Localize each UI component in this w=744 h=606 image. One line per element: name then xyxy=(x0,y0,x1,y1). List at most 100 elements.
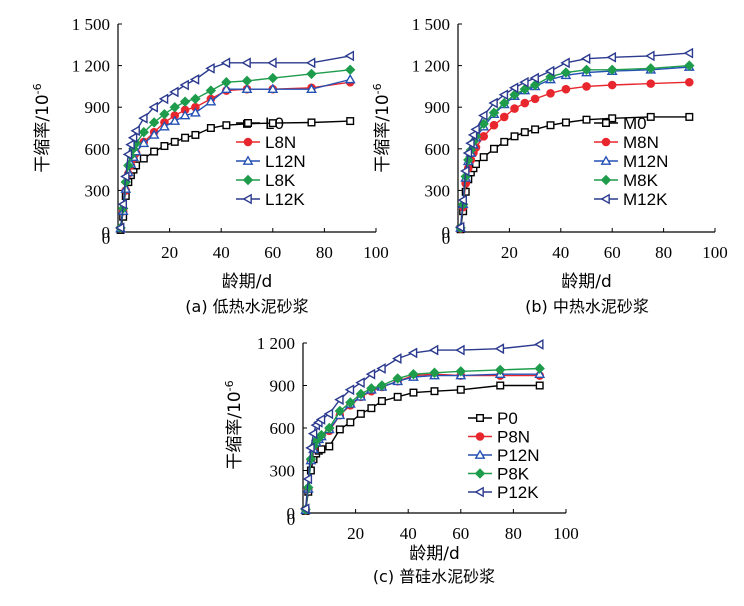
data-point xyxy=(546,121,555,130)
data-point xyxy=(365,368,376,380)
data-point xyxy=(496,381,505,390)
legend-item: M0 xyxy=(594,114,647,133)
chart-panel-c: 0 300 600 900 1 200 0 20 40 60 80 100 龄期/d 干缩率/10-6 P… xyxy=(223,334,579,586)
data-point xyxy=(307,118,316,127)
data-point xyxy=(169,115,181,125)
data-point xyxy=(300,503,310,515)
x-tick-label: 100 xyxy=(702,243,728,262)
data-point xyxy=(534,363,545,374)
data-point xyxy=(130,125,140,137)
data-point xyxy=(122,148,133,160)
data-point xyxy=(345,397,356,408)
legend-label: M0 xyxy=(623,114,647,133)
data-point xyxy=(344,384,355,396)
data-point xyxy=(582,115,591,124)
data-point xyxy=(529,72,539,84)
data-point xyxy=(267,57,277,69)
legend-item: P0 xyxy=(468,409,518,428)
y-axis-label-group: 干缩率/10-6 xyxy=(371,83,393,172)
data-point xyxy=(346,117,355,126)
y-tick-label: 600 xyxy=(85,140,111,159)
data-point xyxy=(457,194,467,206)
data-point xyxy=(685,112,694,121)
data-point xyxy=(117,198,128,210)
legend-label: M8K xyxy=(623,171,659,190)
data-point xyxy=(267,72,278,84)
data-point xyxy=(488,107,500,118)
data-point xyxy=(494,343,505,355)
x-tick-label: 40 xyxy=(213,243,230,262)
data-point xyxy=(645,63,656,74)
data-point xyxy=(179,79,189,91)
data-point xyxy=(302,473,313,485)
data-point xyxy=(127,132,138,144)
y-tick-label: 900 xyxy=(425,98,451,117)
data-point xyxy=(455,344,465,356)
data-point xyxy=(489,144,498,153)
y-tick-label: 300 xyxy=(270,462,296,481)
legend-label: L8K xyxy=(265,171,296,190)
data-point xyxy=(508,82,519,94)
series-L12K xyxy=(114,50,355,234)
data-point xyxy=(560,57,570,69)
data-point xyxy=(241,57,251,69)
data-point xyxy=(306,83,317,94)
data-point xyxy=(148,117,160,128)
data-point xyxy=(344,50,355,62)
y-axis-label-exponent: -6 xyxy=(223,380,236,391)
legend-item: P12K xyxy=(468,483,539,502)
legend-label: P12N xyxy=(497,446,540,465)
data-point xyxy=(456,385,465,394)
legend-marker xyxy=(474,468,486,479)
data-point xyxy=(489,120,499,130)
data-point xyxy=(148,129,160,139)
x-tick-label: 20 xyxy=(501,243,518,262)
y-tick-label: 300 xyxy=(85,181,111,200)
y-tick-label: 900 xyxy=(85,98,111,117)
legend-label: L8N xyxy=(265,133,296,152)
data-point xyxy=(344,73,356,84)
x-tick-label: 60 xyxy=(604,243,621,262)
data-point xyxy=(148,101,158,113)
panel-caption: (a) 低热水泥砂浆 xyxy=(185,297,308,316)
data-point xyxy=(345,64,356,75)
data-point xyxy=(220,83,232,94)
x-tick-label: 40 xyxy=(552,243,569,262)
data-point xyxy=(325,442,334,451)
legend-marker xyxy=(242,193,252,205)
x-tick-label: 80 xyxy=(655,243,672,262)
legend-marker xyxy=(600,193,610,205)
data-point xyxy=(222,121,231,130)
data-point xyxy=(307,428,318,440)
data-point xyxy=(561,118,570,127)
data-point xyxy=(479,132,489,141)
data-point xyxy=(179,109,191,120)
data-point xyxy=(334,394,344,406)
x-tick-label: 100 xyxy=(553,524,579,543)
data-point xyxy=(534,339,544,350)
legend-marker xyxy=(243,137,253,147)
data-point xyxy=(138,126,149,138)
data-point xyxy=(355,388,367,400)
y-tick-label: 600 xyxy=(425,140,451,159)
x-tick-label: 60 xyxy=(264,243,281,262)
y-axis-label-base: 干缩率/10 xyxy=(33,94,53,172)
data-point xyxy=(455,366,466,377)
data-point xyxy=(581,64,592,75)
data-point xyxy=(158,93,169,105)
data-point xyxy=(334,405,346,417)
legend-item: M12K xyxy=(594,190,668,209)
x-tick-label: 80 xyxy=(505,524,522,543)
data-point xyxy=(305,442,315,454)
data-point xyxy=(488,97,498,109)
data-point xyxy=(138,137,150,148)
x-tick-label: 0 xyxy=(442,229,451,248)
x-tick-label: 80 xyxy=(316,243,333,262)
data-point xyxy=(150,147,159,156)
y-tick-label: 1 500 xyxy=(412,15,450,34)
data-point xyxy=(683,47,694,59)
chart-panel-a: 0 300 600 900 1 200 1 500 0 20 40 60 80 100 龄期/d 干缩率/… xyxy=(31,15,389,316)
y-axis-label: 干缩率/10-6 xyxy=(223,380,245,469)
data-point xyxy=(429,367,440,378)
data-point xyxy=(159,121,170,131)
